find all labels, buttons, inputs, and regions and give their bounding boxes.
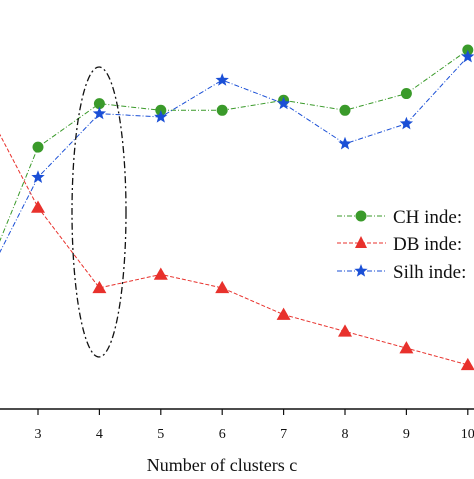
series-line <box>0 50 468 298</box>
data-point-circle <box>33 142 44 153</box>
legend-item-db: DB inde: <box>337 234 462 255</box>
x-ticks: 3 4 5 6 7 8 9 10 <box>35 409 474 442</box>
data-point-triangle <box>277 308 291 320</box>
x-tick-label: 10 <box>461 427 474 442</box>
x-tick-label: 4 <box>96 427 103 442</box>
legend-label-silh: Silh inde: <box>393 262 466 283</box>
legend-label-ch: CH inde: <box>393 207 462 228</box>
x-tick-label: 9 <box>403 427 410 442</box>
legend: CH inde: DB inde: Silh inde: <box>337 207 466 283</box>
data-point-triangle <box>31 200 45 212</box>
legend-marker-triangle <box>355 236 367 248</box>
x-tick-label: 3 <box>35 427 42 442</box>
legend-label-db: DB inde: <box>393 234 462 255</box>
legend-marker-star <box>354 264 367 277</box>
data-point-circle <box>217 105 228 116</box>
data-point-triangle <box>338 324 352 336</box>
data-point-circle <box>340 105 351 116</box>
legend-item-silh: Silh inde: <box>337 262 466 283</box>
x-tick-label: 7 <box>280 427 287 442</box>
legend-item-ch: CH inde: <box>337 207 462 228</box>
data-point-star <box>93 107 106 120</box>
x-axis: 3 4 5 6 7 8 9 10 Number of clusters c <box>0 409 474 474</box>
data-point-star <box>216 73 229 86</box>
data-point-triangle <box>154 267 168 279</box>
data-point-star <box>338 137 351 150</box>
x-tick-label: 5 <box>157 427 164 442</box>
data-point-triangle <box>92 281 106 293</box>
x-tick-label: 6 <box>219 427 226 442</box>
x-axis-label: Number of clusters c <box>147 455 297 474</box>
x-tick-label: 8 <box>342 427 349 442</box>
legend-marker-circle <box>356 211 367 222</box>
data-point-circle <box>401 88 412 99</box>
